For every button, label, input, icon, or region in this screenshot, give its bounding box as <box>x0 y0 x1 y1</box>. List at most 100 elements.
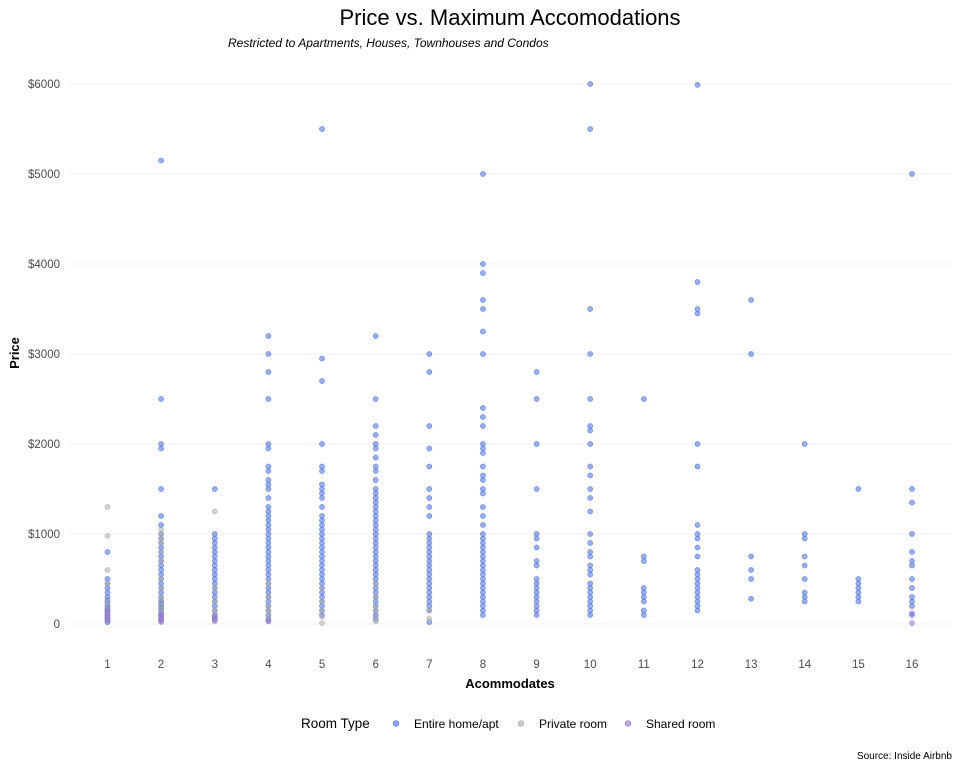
point-entire-home-apt <box>855 486 862 492</box>
point-private-room <box>319 620 325 626</box>
point-entire-home-apt <box>587 306 594 312</box>
point-entire-home-apt <box>587 531 594 537</box>
point-entire-home-apt <box>480 306 486 312</box>
y-tick-label: 0 <box>54 619 60 631</box>
point-entire-home-apt <box>801 441 808 447</box>
point-entire-home-apt <box>694 553 701 560</box>
point-entire-home-apt <box>480 270 486 276</box>
point-entire-home-apt <box>909 531 915 537</box>
point-entire-home-apt <box>319 504 325 510</box>
point-entire-home-apt <box>265 369 272 375</box>
x-tick-label: 7 <box>426 659 432 671</box>
point-entire-home-apt <box>426 495 433 501</box>
point-private-room <box>211 508 218 515</box>
point-entire-home-apt <box>480 441 486 447</box>
point-entire-home-apt <box>533 441 540 447</box>
legend-key-entire-home-apt <box>392 720 400 727</box>
point-private-room <box>104 504 111 510</box>
point-entire-home-apt <box>533 396 540 402</box>
x-tick-label: 3 <box>212 659 218 671</box>
point-entire-home-apt <box>748 351 754 357</box>
point-entire-home-apt <box>587 441 594 447</box>
point-entire-home-apt <box>480 531 486 537</box>
point-shared-room <box>909 620 915 626</box>
point-entire-home-apt <box>372 333 379 339</box>
x-tick-label: 14 <box>798 659 811 671</box>
point-entire-home-apt <box>158 441 164 447</box>
y-tick-label: $3000 <box>28 349 60 361</box>
point-private-room <box>372 580 379 587</box>
point-entire-home-apt <box>426 369 433 375</box>
point-entire-home-apt <box>533 558 540 564</box>
point-entire-home-apt <box>319 355 325 362</box>
y-tick-label: $2000 <box>28 439 60 451</box>
point-entire-home-apt <box>319 126 325 132</box>
point-entire-home-apt <box>211 486 218 492</box>
point-entire-home-apt <box>372 432 379 438</box>
point-entire-home-apt <box>480 405 486 411</box>
x-tick-label: 8 <box>480 659 486 671</box>
point-entire-home-apt <box>319 463 325 470</box>
point-private-room <box>211 585 218 591</box>
point-entire-home-apt <box>533 531 540 537</box>
point-private-room <box>319 607 325 614</box>
point-entire-home-apt <box>426 486 433 492</box>
y-tick-label: $5000 <box>28 169 60 181</box>
x-tick-label: 6 <box>372 659 378 671</box>
legend-title: Room Type <box>301 716 370 731</box>
point-private-room <box>158 526 164 533</box>
point-entire-home-apt <box>909 549 915 555</box>
y-tick-label: $1000 <box>28 529 60 541</box>
point-entire-home-apt <box>801 576 808 582</box>
point-entire-home-apt <box>104 549 111 555</box>
point-entire-home-apt <box>211 531 218 537</box>
point-entire-home-apt <box>372 477 379 483</box>
point-entire-home-apt <box>587 486 594 492</box>
point-private-room <box>104 580 111 587</box>
point-entire-home-apt <box>587 549 594 555</box>
point-entire-home-apt <box>909 576 915 582</box>
point-entire-home-apt <box>587 126 594 132</box>
point-entire-home-apt <box>265 504 272 510</box>
point-entire-home-apt <box>372 396 379 402</box>
point-entire-home-apt <box>748 576 754 582</box>
point-entire-home-apt <box>748 567 754 573</box>
point-entire-home-apt <box>801 553 808 560</box>
point-entire-home-apt <box>801 531 808 537</box>
y-axis-ticks: 0 $1000 $2000 $3000 $4000 $5000 $6000 <box>28 79 60 631</box>
point-entire-home-apt <box>909 594 915 600</box>
point-entire-home-apt <box>265 396 272 402</box>
point-entire-home-apt <box>372 454 379 461</box>
point-entire-home-apt <box>748 553 754 560</box>
point-entire-home-apt <box>426 513 433 519</box>
point-entire-home-apt <box>372 423 379 429</box>
point-entire-home-apt <box>694 82 701 88</box>
legend-key-shared-room <box>624 720 632 727</box>
point-entire-home-apt <box>319 441 325 447</box>
point-entire-home-apt <box>533 544 540 551</box>
point-entire-home-apt <box>909 499 915 506</box>
point-entire-home-apt <box>265 463 272 470</box>
point-entire-home-apt <box>480 513 486 519</box>
point-entire-home-apt <box>694 441 701 447</box>
point-private-room <box>372 613 379 620</box>
x-tick-label: 12 <box>691 659 704 671</box>
point-private-room <box>265 603 272 609</box>
point-entire-home-apt <box>319 481 325 488</box>
point-entire-home-apt <box>158 513 164 519</box>
point-entire-home-apt <box>909 171 915 177</box>
x-tick-label: 13 <box>745 659 758 671</box>
source-caption: Source: Inside Airbnb <box>857 751 952 762</box>
point-private-room <box>265 580 272 587</box>
legend-label-private-room: Private room <box>539 717 607 731</box>
point-entire-home-apt <box>748 297 754 303</box>
point-entire-home-apt <box>480 504 486 510</box>
x-tick-label: 11 <box>638 659 650 671</box>
data-points <box>104 81 915 626</box>
point-entire-home-apt <box>426 504 433 510</box>
point-entire-home-apt <box>158 396 164 402</box>
legend: Room Type Entire home/apt Private room Sha… <box>301 716 715 731</box>
point-entire-home-apt <box>909 585 915 591</box>
point-entire-home-apt <box>587 463 594 470</box>
